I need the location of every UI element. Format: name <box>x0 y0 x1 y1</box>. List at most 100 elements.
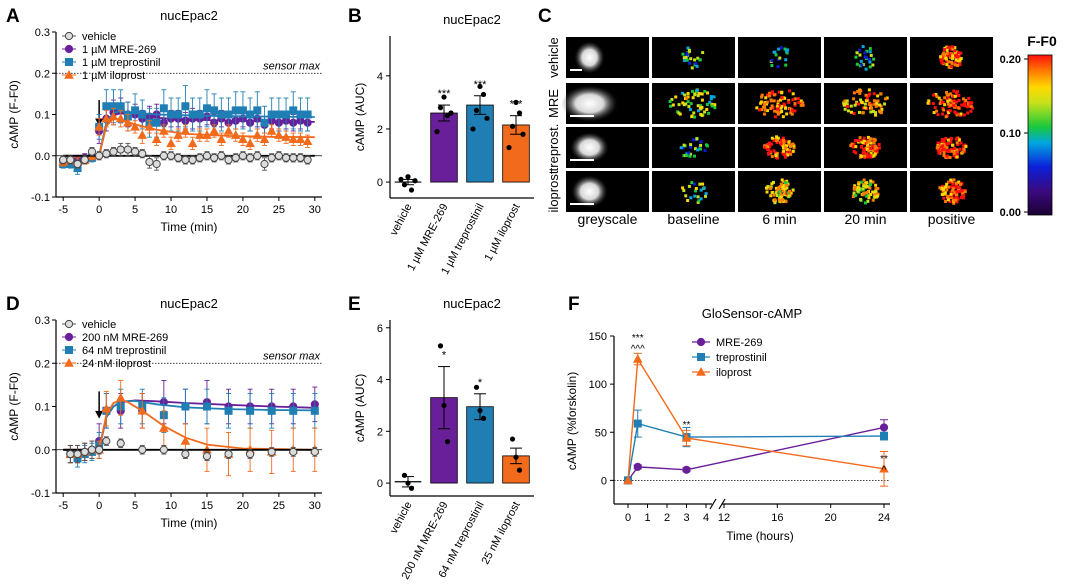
pixel <box>851 195 855 199</box>
sensor-max-label: sensor max <box>263 350 320 362</box>
pixel <box>697 199 701 203</box>
data-point-ilo <box>281 132 291 141</box>
data-point-trep <box>267 406 276 415</box>
pixel <box>937 146 941 150</box>
pixel <box>873 195 877 199</box>
pixel <box>779 46 783 50</box>
pixel <box>955 152 959 156</box>
individual-point <box>513 454 519 460</box>
image-background <box>652 37 735 78</box>
image-background <box>824 171 907 212</box>
pixel <box>939 58 943 62</box>
pixel <box>943 155 947 159</box>
data-point-ilo <box>632 354 643 363</box>
pixel <box>868 47 872 51</box>
x-tick-label: 15 <box>201 204 213 216</box>
pixel <box>948 200 952 204</box>
pixel <box>946 102 950 106</box>
pixel <box>685 153 689 157</box>
pixel <box>699 197 703 201</box>
pixel <box>872 92 876 96</box>
data-point-vehicle <box>59 155 68 164</box>
pixel <box>938 186 942 190</box>
pixel <box>783 153 787 157</box>
legend-label: vehicle <box>82 319 116 331</box>
pixel <box>765 190 769 194</box>
data-point-vehicle <box>188 155 197 164</box>
pixel <box>710 102 714 106</box>
pixel <box>865 96 869 100</box>
pixel <box>781 180 785 184</box>
pixel <box>696 148 700 152</box>
pixel <box>796 97 800 101</box>
pixel <box>873 144 877 148</box>
individual-point <box>437 105 444 111</box>
pixel <box>695 137 699 141</box>
pixel <box>770 59 774 63</box>
data-point-trep <box>231 106 240 115</box>
pixel <box>955 155 959 159</box>
pixel <box>705 103 709 107</box>
pixel <box>857 182 861 186</box>
pixel <box>765 143 769 147</box>
pixel <box>785 183 789 187</box>
pixel <box>967 96 971 100</box>
pixel <box>862 178 866 182</box>
pixel <box>779 182 783 186</box>
pixel <box>705 107 709 111</box>
data-point-ilo <box>187 138 198 148</box>
pixel <box>941 53 945 57</box>
data-point-ilo <box>216 134 227 143</box>
y-axis-label: cAMP (F-F0) <box>7 372 21 440</box>
data-point-trep <box>238 106 247 115</box>
pixel <box>955 197 959 201</box>
image-tile <box>652 127 735 168</box>
pixel <box>954 58 958 62</box>
pixel <box>859 197 863 201</box>
pixel <box>699 113 703 117</box>
legend-label: 1 µM treprostinil <box>82 57 160 69</box>
pixel <box>763 102 767 106</box>
pixel <box>787 152 791 156</box>
pixel <box>949 54 953 58</box>
pixel <box>942 150 946 154</box>
pixel <box>700 92 704 96</box>
pixel <box>770 90 774 94</box>
pixel <box>768 91 772 95</box>
pixel <box>694 147 698 151</box>
sensor-max-label: sensor max <box>263 60 320 72</box>
pixel <box>961 150 965 154</box>
column-label: 20 min <box>844 211 886 227</box>
pixel <box>962 194 966 198</box>
pixel <box>953 52 957 56</box>
pixel <box>869 155 873 159</box>
individual-point <box>405 174 411 180</box>
pixel <box>764 96 768 100</box>
pixel <box>946 96 950 100</box>
x-axis-label: Time (min) <box>161 516 218 530</box>
pixel <box>941 189 945 193</box>
nucleus-greyscale <box>561 85 618 122</box>
pixel <box>671 103 675 107</box>
individual-point <box>448 110 454 116</box>
pixel <box>866 199 870 203</box>
pixel <box>694 186 698 190</box>
pixel <box>781 186 785 190</box>
pixel <box>957 138 961 142</box>
category-label: 1 µM iloprost <box>482 202 522 263</box>
pixel <box>861 187 865 191</box>
pixel <box>681 52 685 56</box>
pixel <box>685 51 689 55</box>
pixel <box>709 97 713 101</box>
pixel <box>772 193 776 197</box>
pixel <box>940 184 944 188</box>
data-point-ilo <box>101 113 112 123</box>
pixel <box>668 99 672 103</box>
pixel <box>869 179 873 183</box>
pixel <box>867 139 871 143</box>
x-tick-label: 4 <box>703 512 709 524</box>
individual-point <box>513 99 519 105</box>
pixel <box>850 142 854 146</box>
legend-label: treprostinil <box>716 352 767 364</box>
individual-point <box>470 126 476 132</box>
